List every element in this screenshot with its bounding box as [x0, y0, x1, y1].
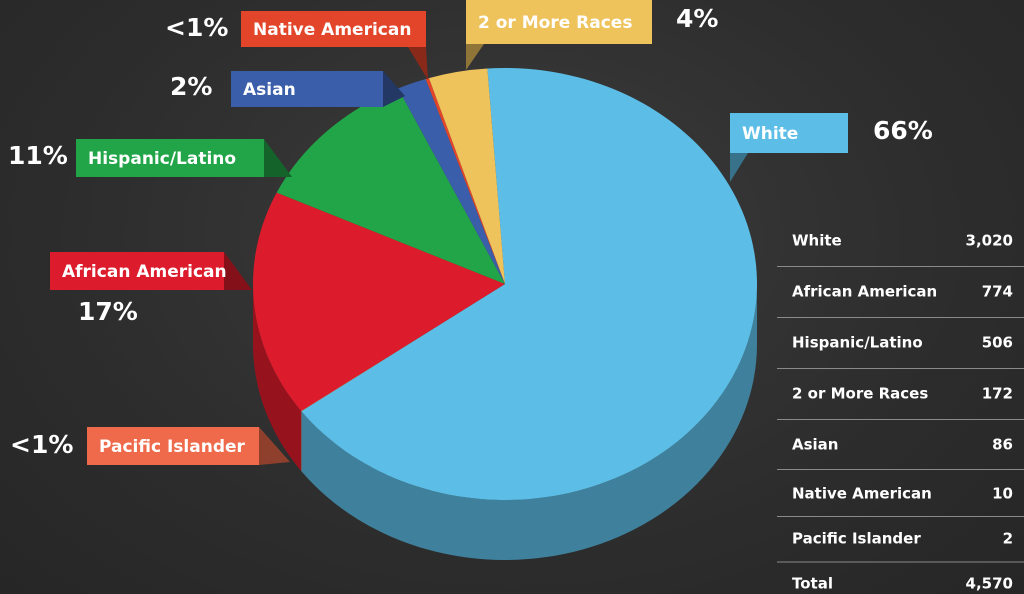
callout-tab — [383, 71, 405, 107]
callout-box — [241, 11, 426, 47]
table-count: 86 — [992, 436, 1013, 454]
callout-box — [231, 71, 383, 107]
slice — [252, 192, 505, 411]
table-name: Pacific Islander — [792, 530, 921, 548]
table-count: 3,020 — [966, 232, 1013, 250]
table-name: White — [792, 232, 842, 250]
value-label: 2% — [170, 72, 212, 101]
callout-tab — [259, 427, 290, 465]
value-label: 66% — [873, 116, 933, 145]
category-label: Hispanic/Latino — [88, 149, 236, 169]
table-name: Hispanic/Latino — [792, 334, 923, 352]
value-label: 11% — [8, 141, 68, 170]
callout-tab — [466, 44, 484, 70]
table-total-count: 4,570 — [966, 575, 1013, 593]
table-total-name: Total — [792, 575, 833, 593]
slice — [301, 284, 505, 412]
slice — [276, 88, 505, 284]
value-label: 17% — [78, 297, 138, 326]
table-count: 774 — [982, 283, 1013, 301]
table-count: 506 — [982, 334, 1013, 352]
callout-tab — [224, 252, 252, 290]
table-name: 2 or More Races — [792, 385, 928, 403]
callout-box — [50, 252, 224, 290]
slice — [425, 78, 505, 284]
table-name: African American — [792, 283, 937, 301]
category-label: Native American — [253, 20, 411, 40]
table-count: 172 — [982, 385, 1013, 403]
category-label: White — [742, 124, 798, 144]
value-label: <1% — [10, 430, 73, 459]
slice — [428, 68, 505, 284]
callout-box — [466, 0, 652, 44]
table-name: Native American — [792, 485, 932, 503]
value-label: 4% — [676, 4, 718, 33]
slice-side — [301, 284, 757, 560]
callout-box — [730, 113, 848, 153]
category-label: 2 or More Races — [478, 13, 632, 33]
callout-tab — [730, 153, 748, 182]
slice — [398, 78, 505, 284]
callout-box — [87, 427, 259, 465]
callout-box — [76, 139, 264, 177]
callout-tab — [408, 47, 428, 80]
table-name: Asian — [792, 436, 838, 454]
table-count: 10 — [992, 485, 1013, 503]
category-label: African American — [62, 262, 227, 282]
slice-side — [253, 284, 302, 471]
value-label: <1% — [165, 13, 228, 42]
slice — [301, 68, 757, 500]
table-count: 2 — [1003, 530, 1013, 548]
category-label: Pacific Islander — [99, 437, 246, 457]
callout-tab — [264, 139, 292, 177]
category-label: Asian — [243, 80, 296, 100]
